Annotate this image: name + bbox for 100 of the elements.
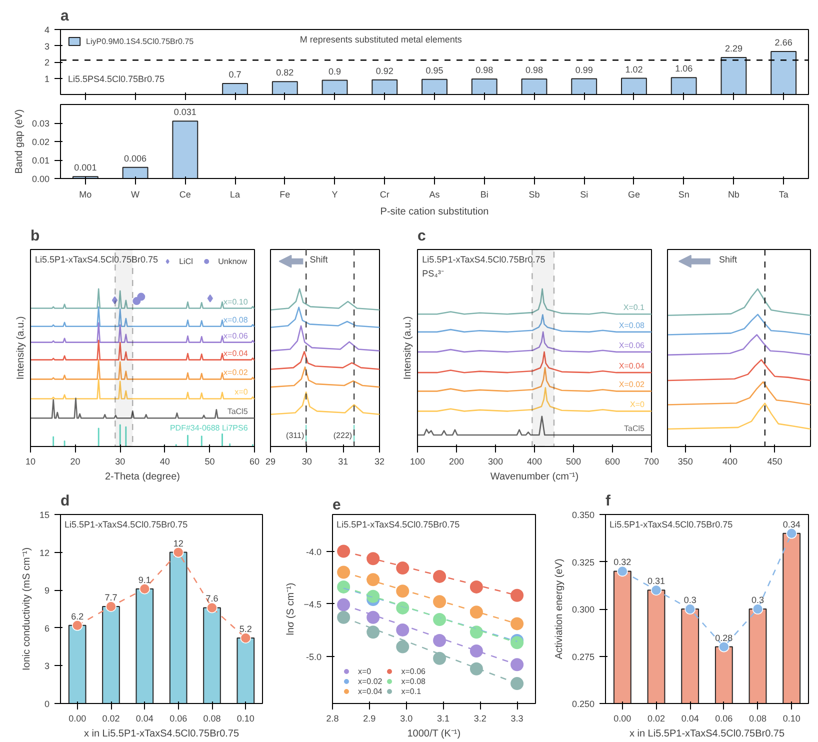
annotation: M represents substituted metal elements	[300, 34, 462, 44]
text: PS₄³⁻	[422, 268, 444, 278]
x-tick-label: 700	[644, 456, 660, 466]
data-label: 9.1	[138, 574, 151, 585]
y-tick-label: 4	[44, 25, 50, 35]
x-tick-label: 500	[566, 456, 582, 466]
series-label: x=0.10	[224, 297, 248, 306]
x-tick-label: 3.0	[400, 714, 413, 724]
x-tick-label: 29	[265, 456, 276, 466]
legend-label: LiCl	[179, 256, 194, 266]
y-axis-title: lnσ (S cm⁻¹)	[286, 582, 297, 636]
y-tick-label: 0.01	[32, 156, 50, 166]
y-tick-label: 0.00	[32, 174, 50, 184]
series-label: x=0.08	[224, 315, 248, 324]
series-label: x=0.04	[224, 348, 248, 358]
y-tick-label: 0.02	[32, 137, 50, 147]
x-tick-label: 0.08	[748, 714, 767, 724]
x-tick-label: 0.04	[136, 714, 154, 724]
x-tick-label: Ta	[778, 190, 788, 200]
x-tick-label: 350	[678, 456, 693, 466]
x-tick-label: 0.10	[782, 714, 800, 724]
x-axis-title: x in Li5.5P1-xTaxS4.5Cl0.75Br0.75	[629, 728, 785, 740]
text: Li5.5P1-xTaxS4.5Cl0.75Br0.75	[34, 254, 158, 264]
data-label: 0.82	[276, 68, 294, 78]
y-tick-label: -4.0	[306, 546, 322, 557]
x-tick-label: 0.08	[203, 714, 221, 724]
x-tick-label: 0.00	[68, 714, 86, 724]
y-tick-label: −4.5	[304, 599, 322, 610]
y-tick-label: 0.325	[572, 557, 595, 568]
y-tick-label: 0.350	[572, 510, 595, 520]
series-label: PDF#34-0688 Li7PS6	[170, 423, 248, 432]
x-tick-label: 40	[160, 456, 170, 466]
text: Li5.5P1-xTaxS4.5Cl0.75Br0.75	[422, 254, 546, 264]
annotation: Li5.5P1-xTaxS4.5Cl0.75Br0.75	[610, 520, 733, 530]
x-tick-label: 450	[767, 456, 782, 466]
x-tick-label: 60	[249, 456, 260, 466]
data-label: 7.7	[104, 592, 118, 602]
data-label: 0.001	[74, 162, 97, 173]
chart-title: e	[332, 496, 341, 514]
x-tick-label: 400	[526, 456, 542, 466]
data-label: 0.32	[614, 557, 632, 568]
y-tick-label: 6	[44, 623, 50, 634]
y-axis-title: Band gap (eV)	[14, 109, 25, 174]
x-tick-label: Ge	[628, 190, 640, 200]
annotation: Li5.5P1-xTaxS4.5Cl0.75Br0.75	[336, 520, 460, 530]
series-label: X=0.06	[618, 340, 646, 350]
x-tick-label: 2.9	[363, 714, 376, 724]
data-label: 0.28	[715, 632, 733, 643]
annotation: (222)	[333, 430, 352, 440]
x-tick-label: 30	[302, 456, 312, 466]
x-tick-label: 0.02	[647, 714, 666, 724]
x-tick-label: As	[429, 190, 440, 200]
data-label: 0.006	[124, 153, 147, 164]
x-tick-label: 32	[374, 456, 385, 466]
legend-label: x=0.08	[401, 676, 426, 686]
data-label: 0.98	[525, 64, 544, 75]
data-label: 0.3	[751, 595, 764, 605]
y-tick-label: 3	[44, 661, 50, 672]
y-tick-label: 0	[44, 699, 50, 709]
series-label: X=0.1	[623, 303, 646, 312]
x-tick-label: 600	[604, 456, 620, 466]
series-label: x=0	[234, 388, 248, 397]
data-label: 0.98	[476, 64, 494, 75]
x-tick-label: Mo	[79, 190, 92, 200]
chart-title: a	[60, 8, 70, 24]
legend-label: x=0.1	[401, 686, 422, 696]
series-label: x=0.02	[224, 368, 248, 378]
data-label: 7.6	[206, 594, 218, 604]
x-axis-title: Wavenumber (cm⁻¹)	[490, 472, 579, 482]
x-tick-label: La	[230, 190, 240, 200]
annotation: Li5.5P1-xTaxS4.5Cl0.75Br0.75	[64, 520, 188, 530]
x-tick-label: 10	[25, 456, 36, 466]
annotation: (311)	[286, 430, 304, 440]
data-label: 2.66	[774, 37, 792, 48]
data-label: 0.31	[647, 576, 666, 586]
x-tick-label: Nb	[728, 190, 740, 200]
x-tick-label: Y	[332, 190, 338, 200]
x-tick-label: 20	[70, 456, 80, 466]
y-axis-title: Activiation energy (eV)	[554, 558, 565, 660]
x-tick-label: 100	[410, 456, 426, 466]
text: Shift	[718, 254, 738, 264]
y-tick-label: 12	[39, 548, 50, 558]
x-tick-label: 0.06	[715, 714, 733, 724]
legend-label: x=0.02	[358, 676, 382, 686]
series-label: X=0.02	[618, 380, 646, 390]
x-tick-label: 200	[448, 456, 464, 466]
data-label: 12	[173, 538, 184, 548]
x-tick-label: 3.3	[510, 714, 524, 724]
legend-label: x=0.06	[401, 666, 426, 676]
y-tick-label: 1	[44, 74, 50, 84]
y-tick-label: 2	[44, 58, 50, 68]
series-label: TaCl5	[624, 424, 646, 433]
x-tick-label: Sb	[528, 190, 540, 200]
legend-label: LiyP0.9M0.1S4.5Cl0.75Br0.75	[86, 36, 194, 46]
x-tick-label: W	[131, 190, 140, 200]
x-tick-label: 3.2	[474, 714, 486, 724]
x-axis-title: P-site cation substitution	[380, 206, 489, 218]
series-label: X=0	[630, 400, 646, 410]
x-tick-label: 30	[115, 456, 126, 466]
series-label: x=0.06	[224, 331, 248, 340]
